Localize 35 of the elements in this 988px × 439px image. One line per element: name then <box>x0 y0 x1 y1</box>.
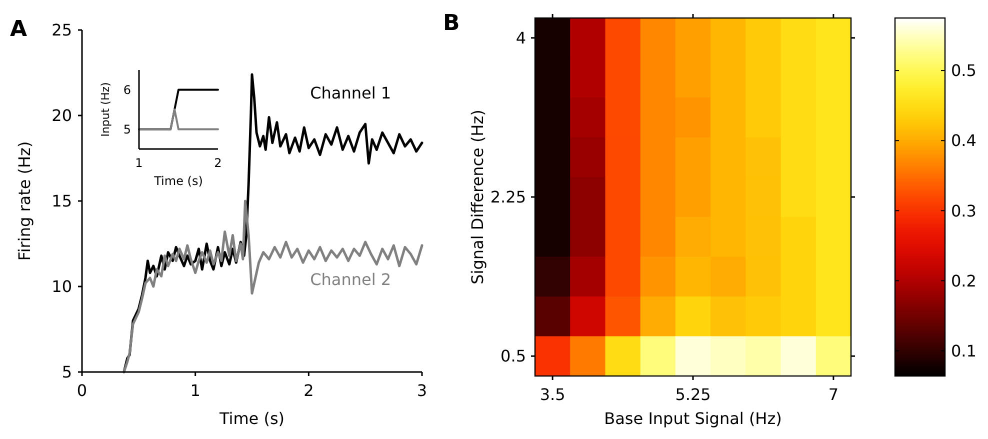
color-bar-label: 0.5 <box>951 61 976 80</box>
x-tick-label: 0 <box>76 381 88 400</box>
line-series <box>122 200 424 374</box>
x-tick-label: 2 <box>214 156 222 170</box>
x-tick-label: 3 <box>416 381 428 400</box>
y-tick-label: 15 <box>52 192 72 211</box>
x-axis-title: Time (s) <box>153 174 203 188</box>
series-label: Channel 1 <box>310 83 392 102</box>
x-axis-title: Base Input Signal (Hz) <box>604 409 782 428</box>
y-tick-label: 2.25 <box>490 188 526 207</box>
y-tick-label: 5 <box>123 122 131 136</box>
chart-title: A <box>10 17 28 42</box>
y-tick-label: 4 <box>516 28 526 48</box>
series-label: Channel 2 <box>310 270 392 289</box>
y-tick-label: 10 <box>52 277 72 296</box>
x-tick-label: 2 <box>304 381 314 400</box>
x-tick-label: 1 <box>190 381 200 400</box>
y-tick-label: 20 <box>52 106 72 126</box>
y-tick-label: 25 <box>52 20 72 40</box>
y-axis-title: Signal Difference (Hz) <box>468 110 487 284</box>
y-tick-label: 0.5 <box>500 346 526 366</box>
color-bar-label: 0.1 <box>951 341 976 360</box>
y-tick-label: 6 <box>123 82 131 97</box>
x-tick-label: 3.5 <box>540 385 566 404</box>
x-tick-label: 5.25 <box>675 385 711 404</box>
x-tick-label: 7 <box>828 385 839 404</box>
x-tick-label: 1 <box>135 156 143 170</box>
color-bar-label: 0.3 <box>951 201 976 220</box>
chart-title: B <box>443 11 460 36</box>
y-tick-label: 5 <box>62 362 72 382</box>
x-axis-title: Time (s) <box>218 409 285 428</box>
y-axis-title: Input (Hz) <box>99 82 112 137</box>
y-axis-title: Firing rate (Hz) <box>15 141 34 261</box>
color-bar-label: 0.2 <box>951 271 976 290</box>
color-bar-label: 0.4 <box>951 131 976 150</box>
